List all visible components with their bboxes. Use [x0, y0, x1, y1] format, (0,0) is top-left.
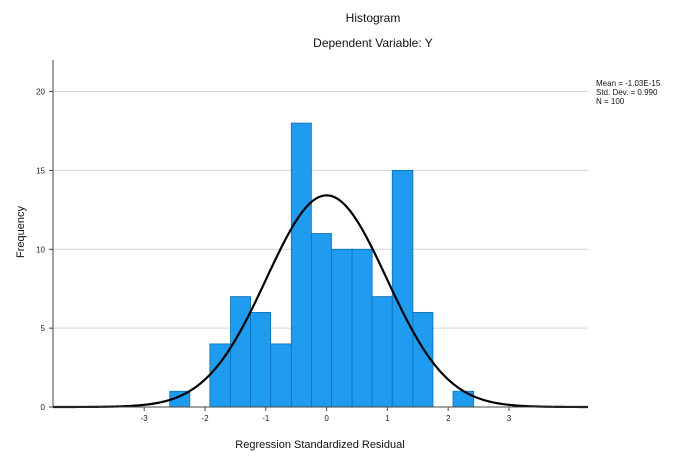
- y-axis-label: Frequency: [15, 206, 27, 258]
- legend-entry-3: N = 100: [596, 97, 625, 106]
- histogram-bar-11: [391, 170, 414, 408]
- bars: [169, 122, 475, 408]
- tick-labels: -3 -2 -1 0 1 2 3 0 5 10 15 20: [36, 88, 512, 423]
- normal-curve: [53, 194, 588, 409]
- y-tick-label: 5: [41, 324, 46, 333]
- histogram-bar-10: [371, 296, 393, 408]
- chart-title: Histogram: [346, 11, 401, 25]
- histogram-bar-6: [290, 122, 312, 408]
- histogram-bar-13: [452, 390, 475, 408]
- histogram-bar-9: [351, 248, 373, 408]
- x-tick-label: 0: [324, 414, 329, 423]
- x-tick-label: -2: [201, 414, 209, 423]
- x-tick-label: -1: [262, 414, 270, 423]
- histogram-bar-7: [310, 233, 332, 408]
- y-tick-label: 10: [36, 245, 45, 254]
- histogram-bar-3: [230, 296, 251, 408]
- histogram-bar-4: [250, 311, 272, 408]
- x-tick-label: 1: [385, 414, 390, 423]
- x-axis-label: Regression Standardized Residual: [235, 439, 404, 451]
- x-tick-label: 3: [507, 414, 512, 423]
- y-tick-label: 20: [36, 88, 45, 97]
- legend-entry-2: Std. Dev. = 0.990: [596, 88, 658, 97]
- y-tick-label: 0: [41, 403, 46, 412]
- y-tick-label: 15: [36, 166, 45, 175]
- x-tick-label: -3: [141, 414, 149, 423]
- x-tick-label: 2: [446, 414, 451, 423]
- chart-subtitle: Dependent Variable: Y: [313, 36, 433, 50]
- histogram-bar-5: [270, 343, 292, 408]
- histogram-bar-8: [331, 248, 353, 408]
- axes: [52, 60, 588, 408]
- legend-entry-1: Mean = -1.03E-15: [596, 79, 661, 88]
